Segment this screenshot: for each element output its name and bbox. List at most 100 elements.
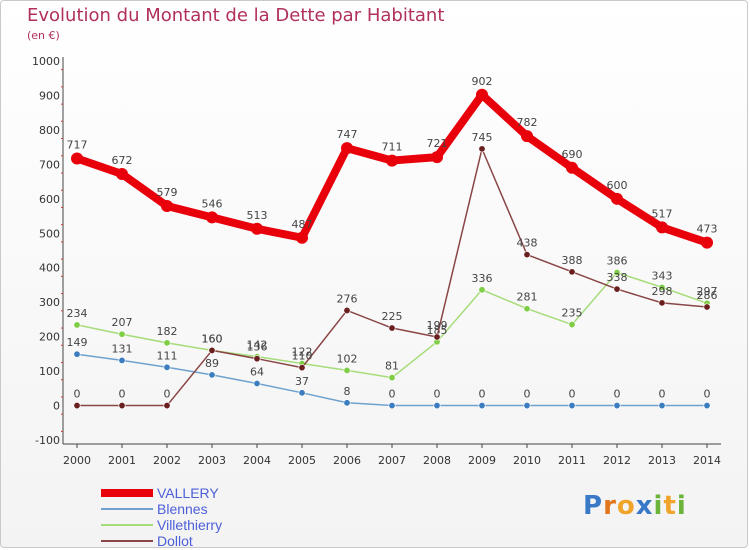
data-point-dollot: [298, 364, 306, 372]
data-point-dollot: [388, 324, 396, 332]
logo-letter: x: [635, 491, 654, 521]
x-tick-label: 2013: [648, 454, 676, 467]
data-point-dollot: [118, 402, 126, 410]
logo-letter: i: [676, 491, 687, 521]
data-point-villethierry: [478, 286, 486, 294]
x-tick-label: 2000: [63, 454, 91, 467]
x-tick-label: 2002: [153, 454, 181, 467]
data-label-dollot: 438: [517, 237, 538, 250]
data-point-villethierry: [118, 330, 126, 338]
data-label-villethierry: 102: [337, 352, 358, 365]
data-point-vallery: [566, 161, 578, 174]
data-point-dollot: [433, 333, 441, 341]
data-label-villethierry: 297: [697, 285, 718, 298]
legend-item-vallery: VALLERY: [101, 485, 222, 501]
x-tick-label: 2009: [468, 454, 496, 467]
data-label-villethierry: 235: [562, 307, 583, 320]
data-point-dollot: [253, 355, 261, 363]
data-label-villethierry: 234: [67, 307, 88, 320]
data-label-blennes: 0: [704, 388, 711, 401]
data-point-vallery: [611, 192, 623, 205]
x-tick-label: 2006: [333, 454, 361, 467]
data-point-villethierry: [523, 305, 531, 313]
data-point-blennes: [703, 402, 711, 410]
data-label-dollot: 298: [652, 285, 673, 298]
data-label-vallery: 513: [247, 209, 268, 222]
data-point-dollot: [613, 285, 621, 293]
data-label-dollot: 110: [292, 350, 313, 363]
data-point-vallery: [521, 130, 533, 143]
data-point-blennes: [658, 402, 666, 410]
x-tick-label: 2007: [378, 454, 406, 467]
data-label-vallery: 487: [292, 218, 313, 231]
data-point-villethierry: [343, 366, 351, 374]
y-tick-label: -100: [35, 434, 60, 447]
data-label-dollot: 276: [337, 292, 358, 305]
legend-item-blennes: Blennes: [101, 501, 222, 517]
data-label-blennes: 0: [659, 388, 666, 401]
data-label-villethierry: 81: [385, 360, 399, 373]
data-label-vallery: 902: [472, 75, 493, 88]
data-label-dollot: 0: [164, 388, 171, 401]
data-point-blennes: [208, 371, 216, 379]
data-label-vallery: 473: [697, 223, 718, 236]
data-point-dollot: [478, 145, 486, 153]
data-label-villethierry: 160: [202, 332, 223, 345]
x-tick-label: 2008: [423, 454, 451, 467]
data-label-villethierry: 336: [472, 272, 493, 285]
data-point-vallery: [701, 236, 713, 249]
data-label-villethierry: 185: [427, 324, 448, 337]
chart-subtitle: (en €): [27, 29, 60, 42]
y-tick-label: 600: [39, 193, 60, 206]
x-tick-label: 2011: [558, 454, 586, 467]
data-point-vallery: [161, 200, 173, 213]
data-label-blennes: 149: [67, 336, 88, 349]
y-tick-label: 300: [39, 296, 60, 309]
data-label-blennes: 0: [524, 388, 531, 401]
data-point-blennes: [568, 402, 576, 410]
data-point-vallery: [296, 231, 308, 244]
legend-swatch: [101, 540, 153, 542]
data-point-villethierry: [388, 374, 396, 382]
data-label-blennes: 37: [295, 375, 309, 388]
data-label-blennes: 89: [205, 357, 219, 370]
data-label-vallery: 782: [517, 116, 538, 129]
y-tick-label: 900: [39, 89, 60, 102]
y-tick-label: 700: [39, 158, 60, 171]
data-label-dollot: 745: [472, 131, 493, 144]
legend: VALLERY Blennes Villethierry Dollot: [101, 485, 223, 547]
data-point-dollot: [208, 346, 216, 354]
data-point-blennes: [163, 363, 171, 371]
data-label-blennes: 8: [344, 385, 351, 398]
logo-letter: o: [616, 491, 636, 521]
data-label-dollot: 160: [202, 332, 223, 345]
y-tick-label: 100: [39, 365, 60, 378]
data-point-villethierry: [658, 283, 666, 291]
y-tick-label: 0: [53, 400, 60, 413]
data-point-blennes: [343, 399, 351, 407]
legend-swatch: [101, 489, 153, 497]
legend-swatch: [101, 508, 153, 510]
data-point-vallery: [251, 222, 263, 235]
data-label-villethierry: 386: [607, 255, 628, 268]
data-point-dollot: [703, 303, 711, 311]
data-point-dollot: [568, 268, 576, 276]
data-point-blennes: [118, 356, 126, 364]
legend-label: Villethierry: [157, 517, 223, 533]
legend-label: VALLERY: [157, 485, 219, 501]
data-label-vallery: 747: [337, 128, 358, 141]
data-point-villethierry: [73, 321, 81, 329]
data-point-blennes: [613, 402, 621, 410]
data-label-dollot: 388: [562, 254, 583, 267]
data-label-villethierry: 182: [157, 325, 178, 338]
data-label-dollot: 338: [607, 271, 628, 284]
data-point-vallery: [476, 88, 488, 101]
data-label-blennes: 0: [434, 388, 441, 401]
y-tick-label: 800: [39, 124, 60, 137]
logo-letter: P: [583, 491, 604, 521]
y-tick-label: 1000: [32, 55, 60, 68]
x-tick-label: 2012: [603, 454, 631, 467]
proxiti-logo: Proxiti: [583, 491, 687, 521]
data-point-blennes: [298, 389, 306, 397]
